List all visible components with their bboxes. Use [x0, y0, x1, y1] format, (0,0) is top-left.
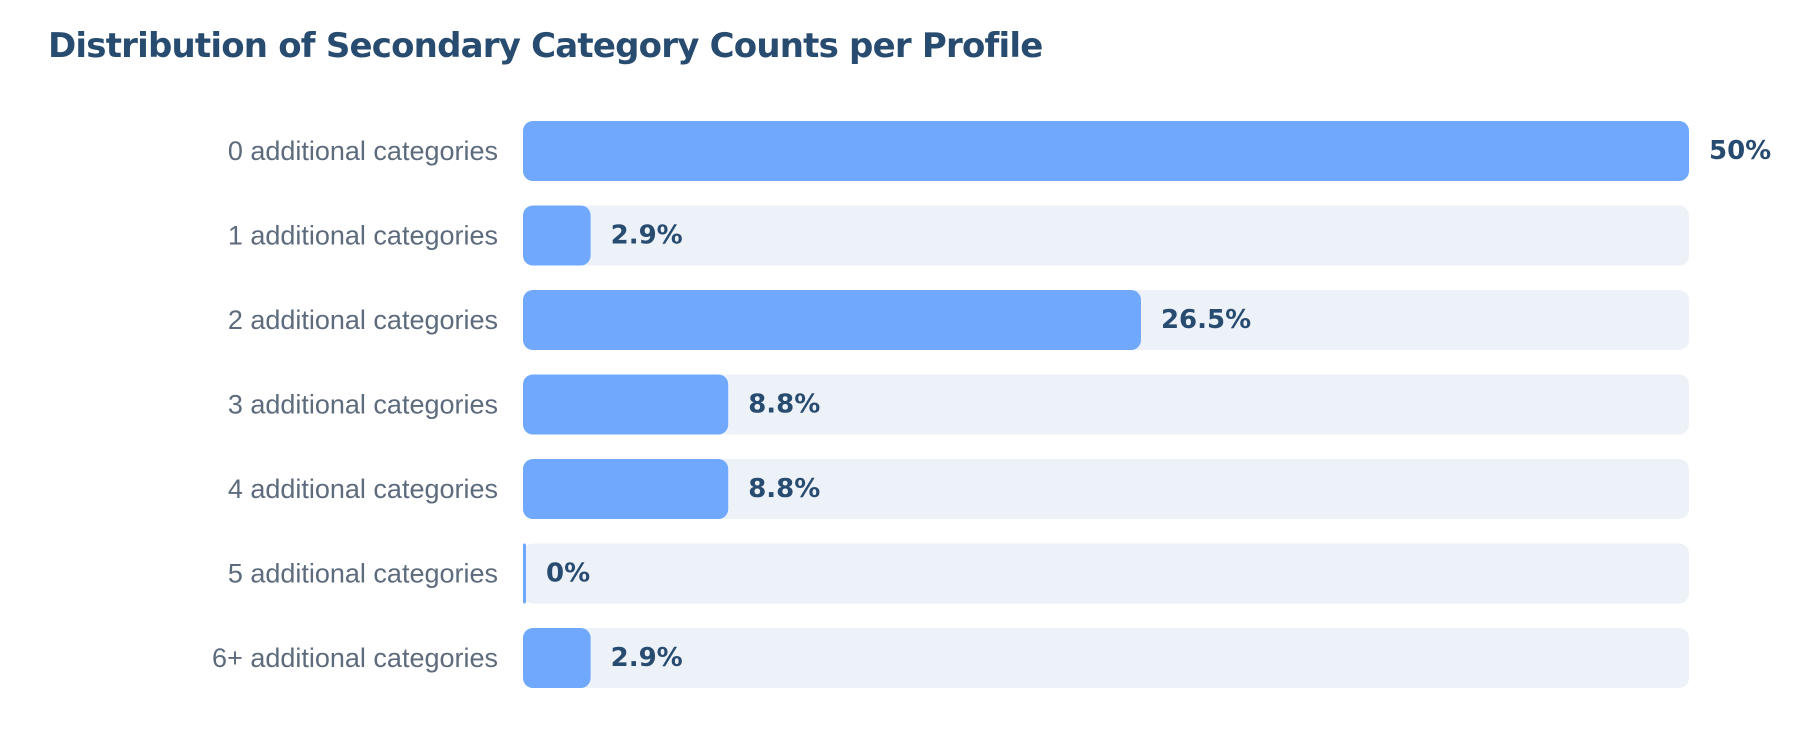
bar-row: 6+ additional categories 2.9%: [212, 628, 1689, 688]
bar: [523, 205, 591, 266]
bar-track: [523, 374, 1689, 435]
category-label: 0 additional categories: [228, 136, 498, 166]
bar-row: 0 additional categories 50%: [228, 121, 1771, 181]
bar: [523, 374, 729, 435]
category-label: 6+ additional categories: [212, 643, 498, 673]
category-label: 4 additional categories: [228, 474, 498, 504]
value-label: 50%: [1709, 136, 1771, 166]
bar-row: 2 additional categories 26.5%: [228, 290, 1689, 350]
bar-track: [523, 628, 1689, 688]
bar: [523, 290, 1141, 350]
bar: [523, 121, 1689, 181]
value-label: 2.9%: [611, 643, 683, 673]
value-label: 2.9%: [611, 221, 683, 251]
chart-title: Distribution of Secondary Category Count…: [48, 26, 1043, 66]
bar: [523, 459, 729, 519]
category-label: 2 additional categories: [228, 305, 498, 335]
category-label: 3 additional categories: [228, 390, 498, 420]
bar-row: 5 additional categories 0%: [228, 543, 1689, 604]
bar-track: [523, 543, 1689, 604]
value-label: 0%: [546, 559, 590, 589]
bar-row: 4 additional categories 8.8%: [228, 459, 1689, 519]
category-label: 1 additional categories: [228, 221, 498, 251]
bar-track: [523, 205, 1689, 266]
value-label: 8.8%: [748, 390, 820, 420]
value-label: 26.5%: [1161, 305, 1251, 335]
bar: [523, 543, 526, 604]
bar: [523, 628, 591, 688]
category-label: 5 additional categories: [228, 559, 498, 589]
value-label: 8.8%: [748, 474, 820, 504]
bar-track: [523, 459, 1689, 519]
bar-row: 1 additional categories 2.9%: [228, 205, 1689, 266]
bar-row: 3 additional categories 8.8%: [228, 374, 1689, 435]
